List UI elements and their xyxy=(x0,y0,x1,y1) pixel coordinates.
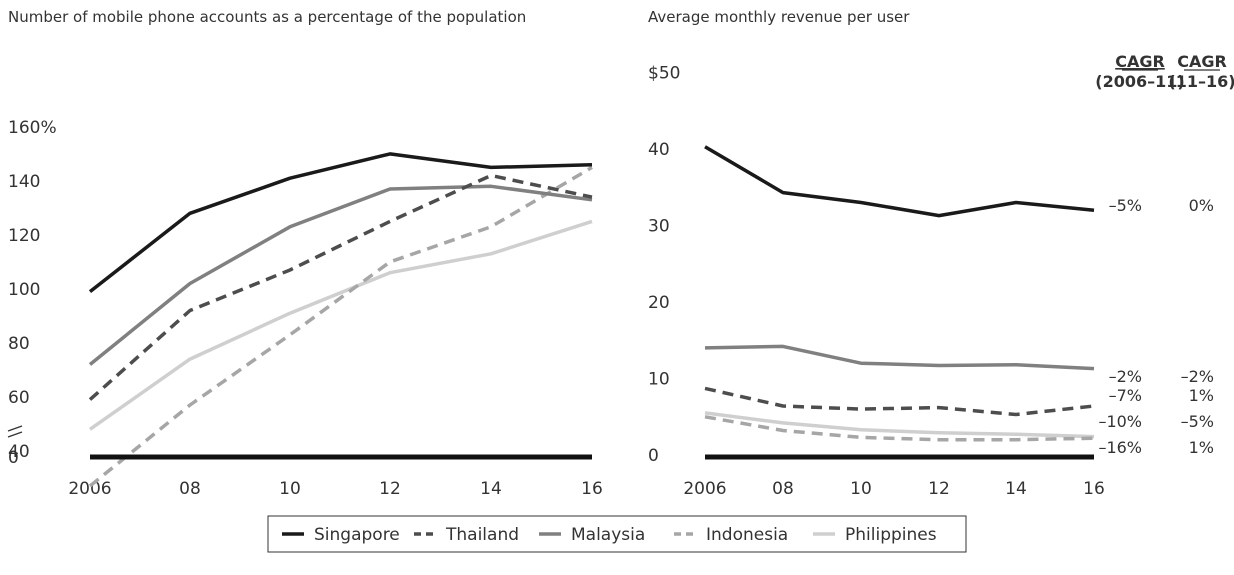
legend-label: Philippines xyxy=(845,525,937,545)
right-y-tick-label: 0 xyxy=(648,446,659,466)
cagr-header-2: CAGR (11–16) xyxy=(1168,52,1234,91)
right-series-line-thailand xyxy=(704,386,1095,417)
left-y-tick-label: 60 xyxy=(8,388,30,408)
left-series-line-philippines xyxy=(88,219,593,431)
right-chart-title: Average monthly revenue per user xyxy=(648,8,910,26)
right-y-tick-label: 40 xyxy=(648,140,670,160)
legend-item-singapore: Singapore xyxy=(282,525,400,545)
legend-item-malaysia: Malaysia xyxy=(539,525,645,545)
left-y-tick-label: 0 xyxy=(8,448,19,468)
left-x-tick-label: 08 xyxy=(179,479,201,499)
right-series-line-philippines xyxy=(704,411,1095,439)
legend-label: Singapore xyxy=(314,525,400,545)
right-series-line-malaysia xyxy=(704,344,1095,371)
left-chart-title: Number of mobile phone accounts as a per… xyxy=(8,8,526,26)
cagr-2006-11-indonesia: –16% xyxy=(1098,438,1142,457)
left-y-tick-label: 100 xyxy=(8,280,40,300)
right-series-group xyxy=(704,145,1095,442)
axis-break-stroke xyxy=(7,431,23,438)
legend-item-thailand: Thailand xyxy=(414,525,519,545)
right-x-tick-label: 10 xyxy=(850,479,872,499)
legend-label: Malaysia xyxy=(571,525,645,545)
left-y-tick-label: 160% xyxy=(8,118,57,138)
left-series-line-indonesia xyxy=(88,165,593,488)
cagr-header-2-line1: CAGR xyxy=(1177,52,1227,71)
cagr-11-16-indonesia: 1% xyxy=(1189,438,1214,457)
right-x-tick-label: 16 xyxy=(1083,479,1105,499)
legend-item-indonesia: Indonesia xyxy=(674,525,788,545)
left-y-tick-label: 120 xyxy=(8,226,40,246)
right-chart: Average monthly revenue per user 0 10 20 30… xyxy=(648,8,1234,499)
right-y-tick-label: 30 xyxy=(648,217,670,237)
left-series-line-malaysia xyxy=(88,184,593,366)
cagr-values: –5% 0%–2% –2%–7% 1%–10% –5%–16% 1% xyxy=(1098,196,1214,457)
cagr-header-1-line1: CAGR xyxy=(1115,52,1165,71)
right-x-tick-label: 12 xyxy=(928,479,950,499)
legend-box xyxy=(267,515,967,553)
cagr-header-1: CAGR (2006–11) xyxy=(1095,52,1184,91)
right-y-tick-label: 10 xyxy=(648,370,670,390)
left-x-tick-label: 2006 xyxy=(68,479,111,499)
cagr-2006-11-singapore: –5% xyxy=(1109,196,1142,215)
right-y-ticks: 0 10 20 30 40 $50 xyxy=(648,64,680,467)
cagr-2006-11-malaysia: –2% xyxy=(1109,367,1142,386)
left-x-ticks: 2006 08 10 12 14 16 xyxy=(68,479,602,499)
left-series-line-thailand xyxy=(88,173,593,401)
right-x-tick-label: 08 xyxy=(772,479,794,499)
cagr-header-2-line2: (11–16) xyxy=(1168,72,1234,91)
right-x-tick-label: 2006 xyxy=(683,479,726,499)
legend-item-philippines: Philippines xyxy=(813,525,937,545)
cagr-11-16-thailand: 1% xyxy=(1189,386,1214,405)
left-y-tick-label: 140 xyxy=(8,172,40,192)
left-series-line-singapore xyxy=(88,152,593,293)
legend-items: Singapore Thailand Malaysia Indonesia Philip… xyxy=(282,525,937,545)
left-x-tick-label: 16 xyxy=(581,479,603,499)
left-axis-break-mark xyxy=(7,425,23,438)
left-series-group xyxy=(88,152,593,488)
left-y-ticks: 40 60 80 100 120 140 160% 0 xyxy=(8,118,57,468)
right-x-tick-label: 14 xyxy=(1005,479,1027,499)
right-y-tick-label: $50 xyxy=(648,64,680,84)
left-x-tick-label: 12 xyxy=(379,479,401,499)
legend-label: Thailand xyxy=(445,525,519,545)
cagr-11-16-singapore: 0% xyxy=(1189,196,1214,215)
left-x-tick-label: 10 xyxy=(279,479,301,499)
left-x-tick-label: 14 xyxy=(480,479,502,499)
cagr-11-16-malaysia: –2% xyxy=(1181,367,1214,386)
left-y-tick-label: 80 xyxy=(8,334,30,354)
left-chart: Number of mobile phone accounts as a per… xyxy=(7,8,603,499)
legend-label: Indonesia xyxy=(706,525,788,545)
right-series-line-indonesia xyxy=(704,415,1095,442)
cagr-11-16-philippines: –5% xyxy=(1181,412,1214,431)
right-x-ticks: 2006 08 10 12 14 16 xyxy=(683,479,1104,499)
legend: Singapore Thailand Malaysia Indonesia Philip… xyxy=(267,515,967,553)
axis-break-stroke xyxy=(7,425,23,432)
right-series-line-singapore xyxy=(704,145,1095,218)
cagr-header-1-line2: (2006–11) xyxy=(1095,72,1184,91)
cagr-2006-11-philippines: –10% xyxy=(1098,412,1142,431)
left-y-tick-label: 40 xyxy=(8,442,30,462)
right-y-tick-label: 20 xyxy=(648,293,670,313)
cagr-2006-11-thailand: –7% xyxy=(1109,386,1142,405)
